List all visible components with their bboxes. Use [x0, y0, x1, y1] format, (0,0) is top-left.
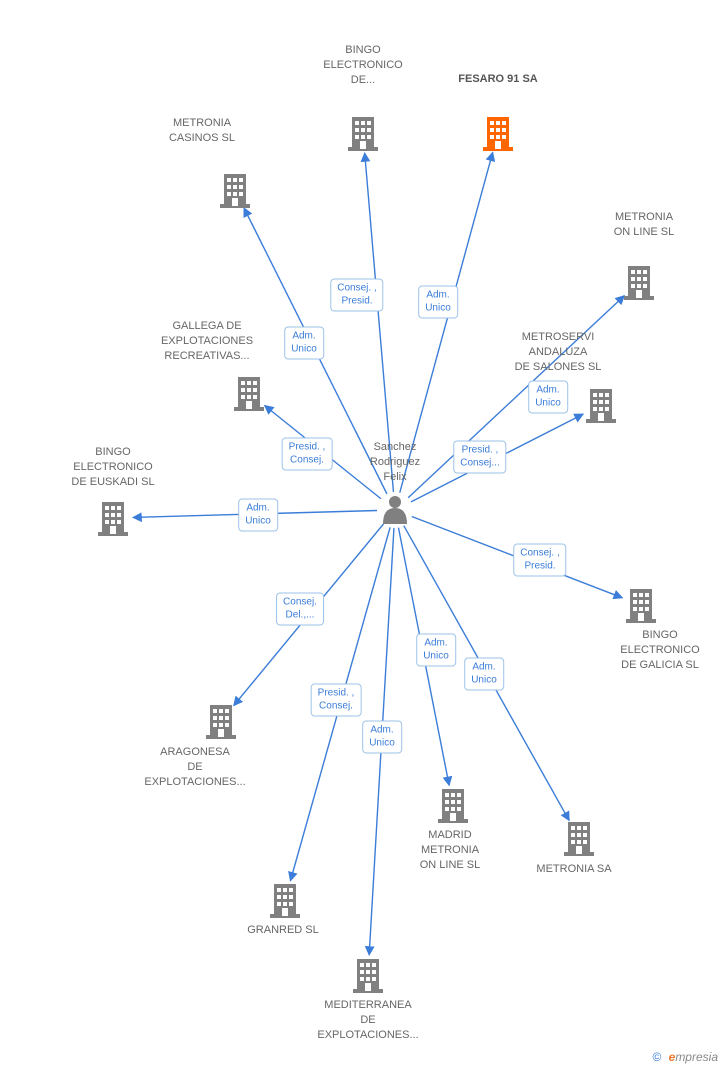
edge-label: Adm. Unico	[464, 658, 504, 691]
network-canvas	[0, 0, 728, 1070]
edge-label: Consej. , Presid.	[513, 544, 566, 577]
edge-label: Consej. Del.,...	[276, 593, 324, 626]
building-icon	[626, 589, 656, 623]
node-label: FESARO 91 SA	[458, 72, 537, 87]
node-label: METRONIA SA	[536, 862, 611, 877]
node-label: GRANRED SL	[247, 923, 319, 938]
building-icon	[586, 389, 616, 423]
building-icon	[234, 377, 264, 411]
edge-label: Adm. Unico	[528, 381, 568, 414]
building-icon	[220, 174, 250, 208]
edge-label: Adm. Unico	[238, 499, 278, 532]
node-label: GALLEGA DE EXPLOTACIONES RECREATIVAS...	[161, 319, 253, 364]
edge-label: Presid. , Consej.	[311, 684, 362, 717]
center-person-label: Sanchez Rodriguez Felix	[370, 440, 420, 485]
edge-label: Adm. Unico	[284, 327, 324, 360]
edge-label: Adm. Unico	[362, 721, 402, 754]
building-icon	[348, 117, 378, 151]
brand-rest: mpresia	[675, 1050, 718, 1064]
building-icon	[624, 266, 654, 300]
node-label: MEDITERRANEA DE EXPLOTACIONES...	[317, 998, 418, 1043]
edge-label: Consej. , Presid.	[330, 279, 383, 312]
building-icon	[270, 884, 300, 918]
building-icon	[206, 705, 236, 739]
node-label: MADRID METRONIA ON LINE SL	[420, 828, 481, 873]
building-icon	[483, 117, 513, 151]
node-label: BINGO ELECTRONICO DE...	[323, 43, 402, 88]
person-icon	[383, 496, 407, 524]
node-label: BINGO ELECTRONICO DE GALICIA SL	[620, 628, 699, 673]
building-icon	[98, 502, 128, 536]
edge-label: Adm. Unico	[418, 286, 458, 319]
building-icon	[438, 789, 468, 823]
node-label: BINGO ELECTRONICO DE EUSKADI SL	[71, 445, 154, 490]
node-label: METRONIA CASINOS SL	[169, 116, 235, 146]
building-icon	[353, 959, 383, 993]
edge-label: Presid. , Consej.	[282, 438, 333, 471]
footer-attribution: © empresia	[652, 1050, 718, 1064]
node-label: METROSERVI ANDALUZA DE SALONES SL	[515, 330, 602, 375]
edge-label: Adm. Unico	[416, 634, 456, 667]
copyright-symbol: ©	[652, 1050, 661, 1064]
node-label: ARAGONESA DE EXPLOTACIONES...	[144, 745, 245, 790]
node-label: METRONIA ON LINE SL	[614, 210, 675, 240]
edge-label: Presid. , Consej...	[453, 441, 506, 474]
building-icon	[564, 822, 594, 856]
